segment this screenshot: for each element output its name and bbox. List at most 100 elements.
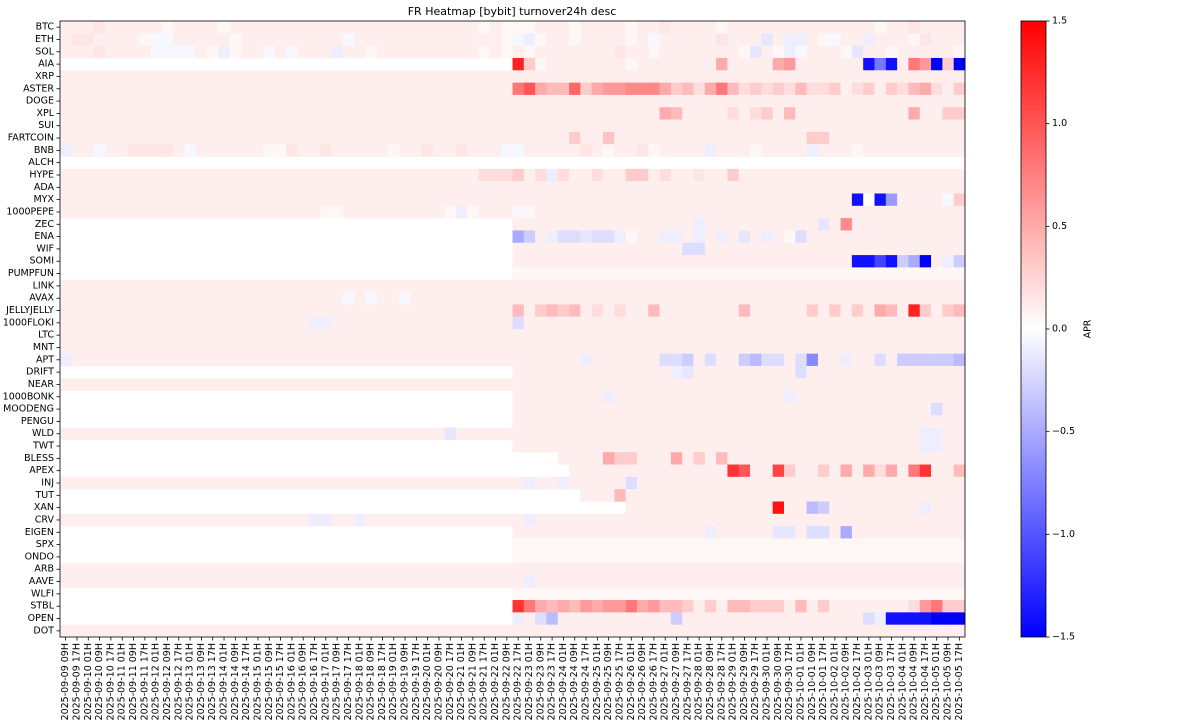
heatmap-cell xyxy=(501,33,513,46)
heatmap-cell xyxy=(557,624,570,638)
y-tick-label: ARB xyxy=(34,564,54,575)
heatmap-cell xyxy=(817,21,830,34)
heatmap-cell xyxy=(851,550,864,564)
heatmap-cell xyxy=(274,107,287,120)
heatmap-cell xyxy=(501,168,513,182)
heatmap-cell xyxy=(60,181,72,194)
heatmap-cell xyxy=(919,255,932,268)
heatmap-cell xyxy=(173,119,185,133)
heatmap-cell xyxy=(806,612,819,625)
heatmap-cell xyxy=(863,181,875,194)
heatmap-cell xyxy=(897,57,909,71)
heatmap-cell xyxy=(795,526,807,539)
heatmap-cell xyxy=(603,563,615,576)
heatmap-cell xyxy=(263,119,276,133)
heatmap-cell xyxy=(569,612,581,625)
heatmap-cell xyxy=(184,292,197,305)
heatmap-cell xyxy=(161,292,174,305)
heatmap-cell xyxy=(648,205,660,219)
heatmap-cell xyxy=(376,329,389,342)
heatmap-cell xyxy=(591,600,604,613)
heatmap-cell xyxy=(139,21,151,34)
heatmap-cell xyxy=(738,107,751,120)
heatmap-cell xyxy=(784,526,796,539)
heatmap-cell xyxy=(512,612,525,625)
heatmap-cell xyxy=(795,168,807,182)
heatmap-cell xyxy=(840,513,853,527)
heatmap-cell xyxy=(784,45,796,59)
heatmap-cell xyxy=(93,181,106,194)
heatmap-cell xyxy=(331,205,344,219)
heatmap-cell xyxy=(365,304,378,317)
heatmap-cell xyxy=(320,304,332,317)
heatmap-cell xyxy=(569,402,581,416)
heatmap-cell xyxy=(433,316,445,330)
heatmap-cell xyxy=(546,292,559,305)
heatmap-cell xyxy=(806,378,819,391)
heatmap-cell xyxy=(388,378,400,391)
heatmap-cell xyxy=(286,205,298,219)
heatmap-cell xyxy=(320,205,332,219)
heatmap-cell xyxy=(670,168,683,182)
heatmap-cell xyxy=(953,292,966,305)
heatmap-cell xyxy=(150,353,163,367)
heatmap-cell xyxy=(761,365,773,379)
heatmap-cell xyxy=(897,439,909,453)
heatmap-cell xyxy=(139,292,151,305)
heatmap-cell xyxy=(557,119,570,133)
heatmap-cell xyxy=(308,476,321,490)
heatmap-cell xyxy=(580,612,592,625)
heatmap-cell xyxy=(535,57,547,71)
heatmap-cell xyxy=(410,624,423,638)
heatmap-cell xyxy=(670,341,683,354)
heatmap-cell xyxy=(60,353,72,367)
heatmap-cell xyxy=(648,624,660,638)
heatmap-cell xyxy=(342,21,355,34)
heatmap-cell xyxy=(139,624,151,638)
heatmap-cell xyxy=(931,193,943,207)
heatmap-cell xyxy=(716,82,728,96)
heatmap-cell xyxy=(365,279,378,293)
heatmap-cell xyxy=(546,390,559,404)
colorbar-tick-label: 0.5 xyxy=(1052,221,1067,232)
heatmap-cell xyxy=(636,575,649,589)
heatmap-cell xyxy=(614,57,626,71)
heatmap-cell xyxy=(851,267,864,281)
heatmap-cell xyxy=(953,353,966,367)
heatmap-cell xyxy=(670,267,683,281)
heatmap-cell xyxy=(919,193,932,207)
heatmap-cell xyxy=(173,563,185,576)
heatmap-cell xyxy=(591,575,604,589)
heatmap-cell xyxy=(512,57,525,71)
heatmap-cell xyxy=(750,242,762,256)
heatmap-cell xyxy=(501,82,513,96)
heatmap-cell xyxy=(670,205,683,219)
heatmap-cell xyxy=(342,144,355,157)
heatmap-cell xyxy=(184,575,197,589)
heatmap-cell xyxy=(897,575,909,589)
heatmap-cell xyxy=(320,131,332,145)
heatmap-cell xyxy=(670,353,683,367)
heatmap-cell xyxy=(71,624,83,638)
y-tick-label: ADA xyxy=(34,182,55,193)
heatmap-cell xyxy=(659,168,672,182)
heatmap-cell xyxy=(784,193,796,207)
heatmap-cell xyxy=(195,378,208,391)
heatmap-cell xyxy=(953,45,966,59)
heatmap-cell xyxy=(331,168,344,182)
heatmap-cell xyxy=(274,205,287,219)
heatmap-cell xyxy=(851,316,864,330)
heatmap-cell xyxy=(467,70,479,83)
heatmap-cell xyxy=(399,119,411,133)
heatmap-cell xyxy=(897,168,909,182)
heatmap-cell xyxy=(342,131,355,145)
heatmap-cell xyxy=(942,119,954,133)
heatmap-cell xyxy=(908,279,921,293)
heatmap-cell xyxy=(150,476,163,490)
heatmap-cell xyxy=(139,33,151,46)
heatmap-cell xyxy=(263,181,276,194)
heatmap-cell xyxy=(682,563,694,576)
heatmap-cell xyxy=(829,94,841,108)
heatmap-cell xyxy=(320,292,332,305)
heatmap-cell xyxy=(953,193,966,207)
